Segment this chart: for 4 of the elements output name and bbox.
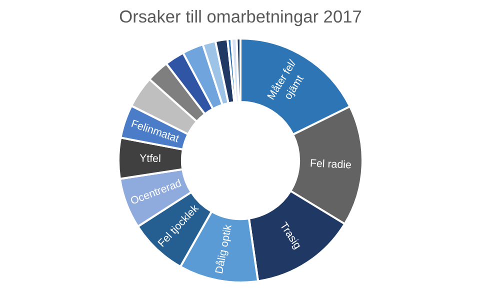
chart-title: Orsaker till omarbetningar 2017 (119, 6, 362, 26)
slice-label: Ytfel (139, 152, 162, 165)
slice-label: Dålig optik (213, 223, 234, 275)
slice-label: Fel radie (310, 158, 352, 172)
